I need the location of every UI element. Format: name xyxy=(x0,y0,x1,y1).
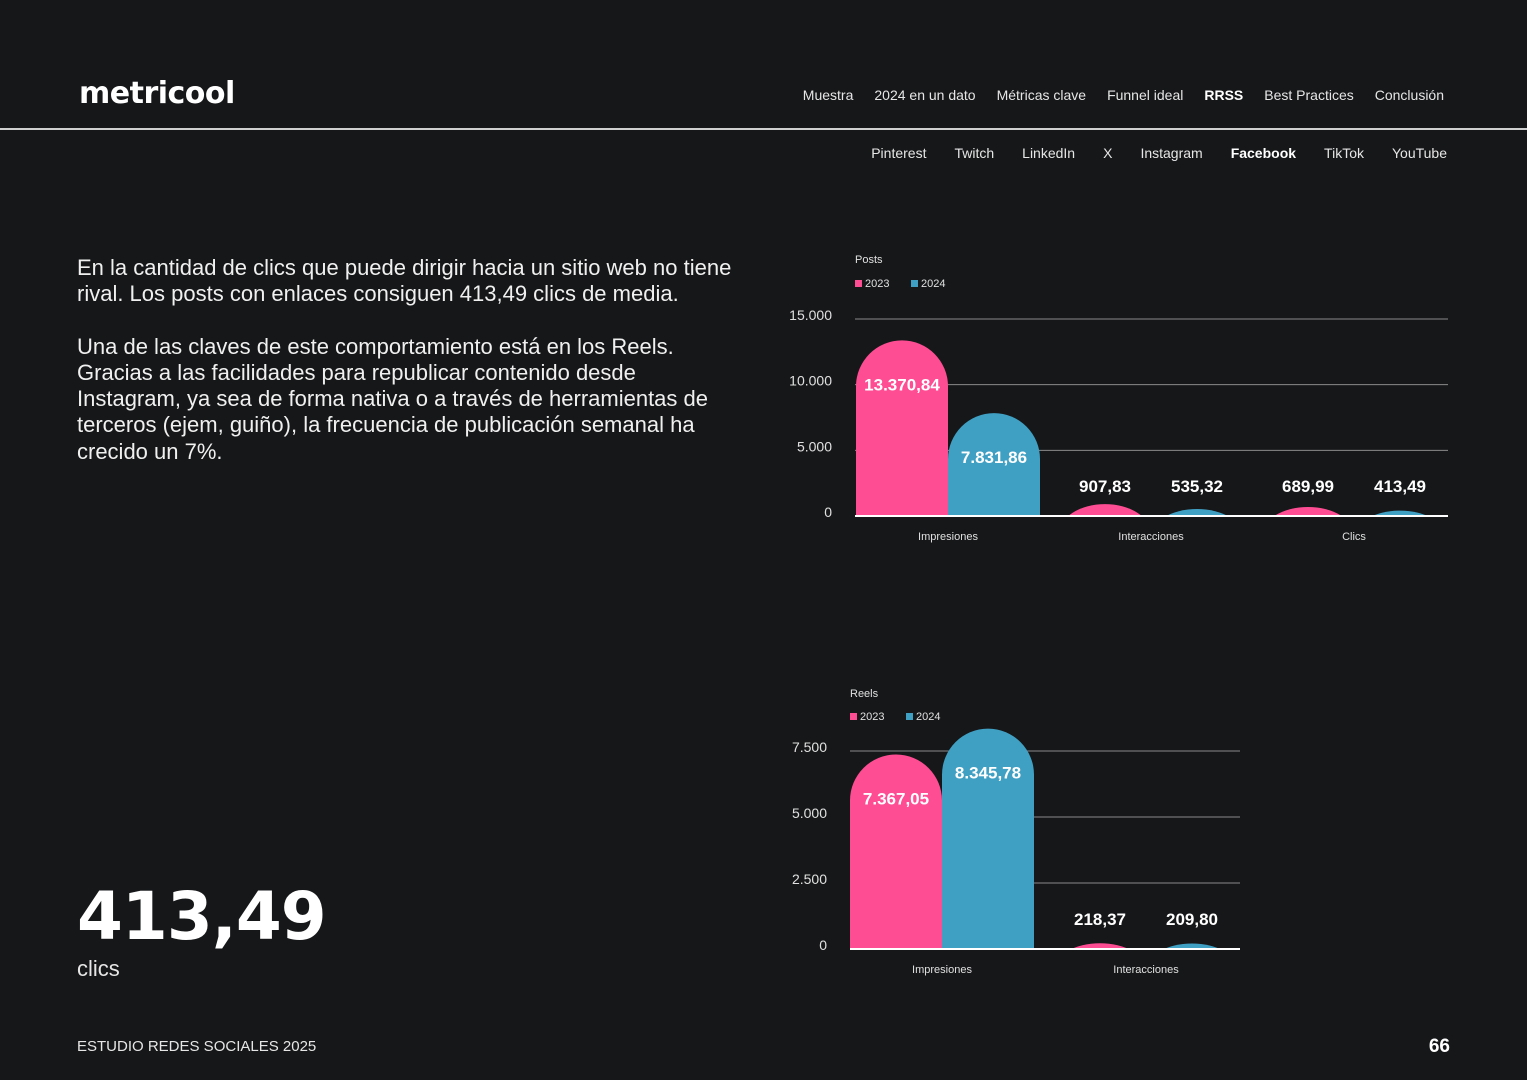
x-category-label: Clics xyxy=(1342,531,1366,543)
x-category-label: Interacciones xyxy=(1118,531,1184,543)
body-text: En la cantidad de clics que puede dirigi… xyxy=(77,255,737,491)
nav-item-muestra[interactable]: Muestra xyxy=(802,87,854,103)
nav-item-2024-en-un-dato[interactable]: 2024 en un dato xyxy=(874,87,976,103)
network-nav: Pinterest Twitch LinkedIn X Instagram Faceboo… xyxy=(871,145,1447,161)
data-label: 7.831,86 xyxy=(961,448,1027,467)
nav-item-conclusión[interactable]: Conclusión xyxy=(1374,87,1444,103)
bar-2023-interacciones xyxy=(1068,504,1142,516)
legend-label-2023: 2023 xyxy=(865,278,889,290)
bar-2023-clics xyxy=(1274,506,1342,516)
data-label: 907,83 xyxy=(1079,477,1131,496)
nav-item-métricas-clave[interactable]: Métricas clave xyxy=(996,87,1087,103)
y-tick-label: 0 xyxy=(824,504,832,520)
page-number: 66 xyxy=(1428,1036,1450,1057)
header-divider xyxy=(0,128,1527,130)
network-tab-pinterest[interactable]: Pinterest xyxy=(871,145,927,161)
legend-swatch-2023 xyxy=(855,280,862,287)
data-label: 13.370,84 xyxy=(864,375,940,394)
legend-label-2024: 2024 xyxy=(921,278,945,290)
network-tab-twitch[interactable]: Twitch xyxy=(954,145,995,161)
y-tick-label: 10.000 xyxy=(789,373,832,389)
y-tick-label: 5.000 xyxy=(797,438,832,454)
data-label: 413,49 xyxy=(1374,477,1426,496)
highlight-value: 413,49 xyxy=(77,878,327,955)
network-tab-tiktok[interactable]: TikTok xyxy=(1324,145,1364,161)
legend-swatch-2024 xyxy=(911,280,918,287)
data-label: 535,32 xyxy=(1171,477,1223,496)
bar-2024-impresiones xyxy=(948,413,1040,516)
main-nav: Muestra 2024 en un dato Métricas clave Funn… xyxy=(803,87,1444,103)
paragraph: Una de las claves de este comportamiento… xyxy=(77,333,708,464)
paragraph: En la cantidad de clics que puede dirigi… xyxy=(77,255,732,307)
nav-item-best-practices[interactable]: Best Practices xyxy=(1264,87,1354,103)
metricool-logo: metricool xyxy=(79,76,235,111)
highlight-unit: clics xyxy=(77,956,120,981)
y-tick-label: 15.000 xyxy=(789,307,832,323)
network-tab-instagram[interactable]: Instagram xyxy=(1140,145,1203,161)
bar-2024-interacciones xyxy=(1166,508,1228,516)
bar-2023-impresiones xyxy=(856,340,948,516)
x-category-label: Impresiones xyxy=(918,531,978,543)
network-tab-linkedin[interactable]: LinkedIn xyxy=(1022,145,1076,161)
data-label: 689,99 xyxy=(1282,477,1334,496)
chart-title: Posts xyxy=(855,254,883,266)
nav-item-rrss[interactable]: RRSS xyxy=(1204,87,1244,103)
network-tab-youtube[interactable]: YouTube xyxy=(1391,145,1447,161)
bar-2024-clics xyxy=(1372,510,1428,516)
nav-item-funnel-ideal[interactable]: Funnel ideal xyxy=(1107,87,1184,103)
network-tab-x[interactable]: X xyxy=(1103,145,1113,161)
network-tab-facebook[interactable]: Facebook xyxy=(1230,145,1297,161)
footer-title: ESTUDIO REDES SOCIALES 2025 xyxy=(77,1038,317,1055)
